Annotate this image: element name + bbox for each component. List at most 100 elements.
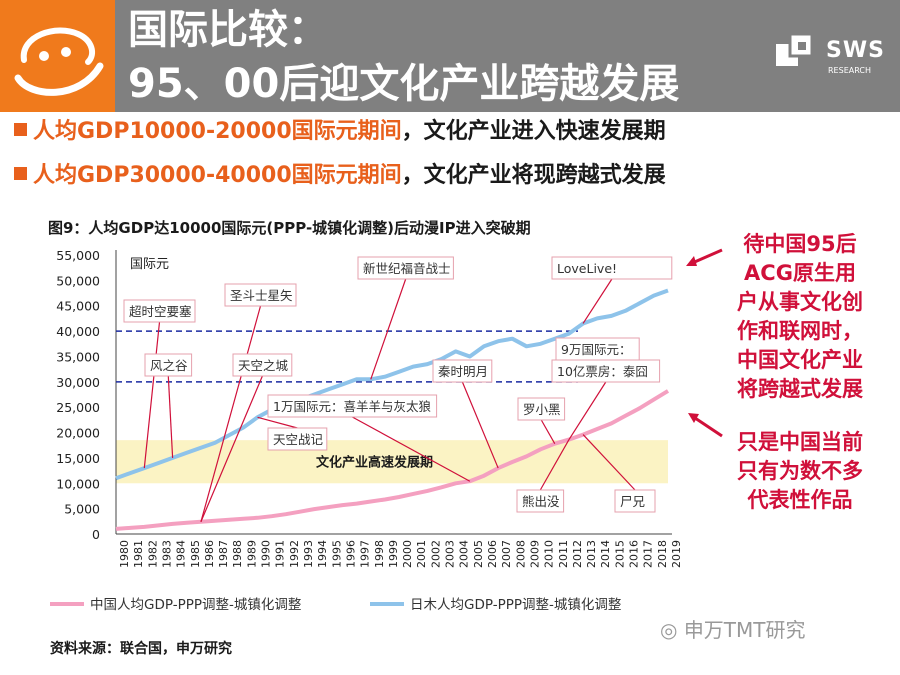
x-tick-label: 2008: [514, 540, 527, 568]
annotation-label: 罗小黑: [523, 402, 561, 417]
annotation-label: 超时空要塞: [129, 304, 192, 319]
y-tick-label: 0: [92, 527, 100, 542]
alibaba-smile-icon: [14, 27, 104, 96]
legend-label-china: 中国人均GDP-PPP调整-城镇化调整: [90, 597, 301, 613]
x-tick-label: 1993: [302, 540, 315, 568]
x-tick-label: 2013: [585, 540, 598, 568]
y-tick-label: 30,000: [56, 375, 100, 390]
sws-logo-subtext: RESEARCH: [828, 66, 871, 75]
annotation-arrow: [461, 381, 499, 469]
legend-label-japan: 日木人均GDP-PPP调整-城镇化调整: [410, 597, 621, 613]
x-tick-label: 2016: [628, 540, 641, 568]
source-note: 资料来源：联合国，申万研究: [50, 641, 232, 657]
wechat-icon: ◎: [660, 618, 684, 642]
annotation-label: 圣斗士星矢: [230, 288, 293, 303]
x-tick-label: 2005: [472, 540, 485, 568]
x-tick-label: 1999: [387, 540, 400, 568]
x-tick-label: 1986: [203, 540, 216, 568]
x-tick-label: 2019: [670, 540, 683, 568]
side-note-1-line: 户从事文化创: [737, 290, 863, 314]
x-tick-label: 1992: [288, 540, 301, 568]
series-line-0: [115, 389, 670, 531]
annotation-label: 1万国际元：喜羊羊与灰太狼: [273, 399, 431, 414]
annotation-box: [551, 359, 661, 383]
annotation-box: [517, 397, 566, 421]
x-tick-label: 1983: [160, 540, 173, 568]
y-tick-label: 35,000: [56, 349, 100, 364]
annotation-box: [551, 256, 673, 280]
annotation-label: LoveLive!: [557, 261, 617, 276]
page-title-line1: 国际比较：: [128, 7, 328, 53]
y-tick-label: 10,000: [56, 476, 100, 491]
x-tick-label: 1991: [274, 540, 287, 568]
side-note-1-line: 待中国95后: [743, 232, 857, 256]
y-tick-label: 50,000: [56, 273, 100, 288]
annotation-arrow: [352, 416, 471, 482]
annotation-box: [224, 283, 297, 307]
header: 国际比较： 95、00后迎文化产业跨越发展 SWS RESEARCH: [0, 0, 900, 112]
bullet-1: 人均GDP10000-20000国际元期间，文化产业进入快速发展期: [14, 118, 666, 146]
x-tick-label: 1997: [359, 540, 372, 568]
annotation-arrow: [143, 321, 161, 469]
alibaba-logo: [0, 0, 115, 112]
x-tick-label: 1984: [175, 540, 188, 568]
page-title-line2: 95、00后迎文化产业跨越发展: [128, 61, 680, 107]
annotation-arrow: [257, 416, 298, 429]
sws-logo-icon: [776, 32, 814, 66]
annotation-box: [267, 394, 438, 418]
annotation-arrow: [582, 278, 613, 324]
y-axis-label: 国际元: [130, 257, 169, 272]
y-tick-label: 40,000: [56, 324, 100, 339]
annotation-label: 熊出没: [522, 494, 560, 509]
annotation-arrow: [167, 375, 174, 458]
x-tick-label: 1980: [118, 540, 131, 568]
annotation-label: 10亿票房：泰囧: [557, 364, 648, 379]
x-tick-label: 2014: [599, 540, 612, 568]
annotation-arrow: [370, 278, 407, 380]
x-tick-label: 1988: [231, 540, 244, 568]
side-note-2: 只是中国当前 只有为数不多 代表性作品: [710, 428, 890, 515]
side-note-2-line: 只有为数不多: [737, 459, 863, 483]
annotation-box: [516, 489, 565, 513]
x-tick-label: 2010: [543, 540, 556, 568]
side-note-1-line: 作和联网时，: [737, 319, 863, 343]
x-tick-label: 1989: [245, 540, 258, 568]
x-tick-label: 2006: [486, 540, 499, 568]
x-tick-label: 2000: [401, 540, 414, 568]
annotation-box: [267, 427, 328, 451]
y-tick-label: 45,000: [56, 299, 100, 314]
x-tick-label: 1981: [132, 540, 145, 568]
x-tick-label: 1994: [316, 540, 329, 568]
side-note-1: 待中国95后 ACG原生用 户从事文化创 作和联网时， 中国文化产业 将跨越式发展: [710, 230, 890, 404]
annotation-arrow: [568, 381, 607, 440]
annotation-arrow: [539, 439, 570, 491]
annotation-label: 风之谷: [150, 358, 188, 373]
sws-logo-text: SWS: [826, 38, 885, 63]
x-tick-label: 2015: [613, 540, 626, 568]
x-tick-label: 1995: [330, 540, 343, 568]
annotation-label: 新世纪福音战士: [363, 261, 451, 276]
figure-title: 图9：人均GDP达10000国际元(PPP-城镇化调整)后动漫IP进入突破期: [48, 219, 531, 237]
x-tick-label: 1998: [373, 540, 386, 568]
annotation-box: [432, 359, 493, 383]
annotation-arrow: [540, 419, 556, 445]
watermark-text: 申万TMT研究: [683, 618, 806, 642]
x-tick-label: 2011: [557, 540, 570, 568]
bullet-square-icon: [14, 167, 27, 180]
x-tick-label: 1985: [189, 540, 202, 568]
side-note-1-line: 将跨越式发展: [737, 377, 863, 401]
annotation-label: 秦时明月: [438, 364, 488, 379]
growth-band-label: 文化产业高速发展期: [316, 455, 433, 471]
series-line-1: [115, 288, 669, 481]
bullet-2: 人均GDP30000-40000国际元期间，文化产业将现跨越式发展: [14, 162, 666, 190]
watermark: ◎ 申万TMT研究: [660, 614, 806, 643]
annotation-label: 9万国际元：: [561, 342, 631, 357]
y-tick-label: 15,000: [56, 451, 100, 466]
y-tick-label: 55,000: [56, 248, 100, 263]
bullet-2-highlight: 人均GDP30000-40000国际元期间: [33, 163, 402, 188]
bullet-1-highlight: 人均GDP10000-20000国际元期间: [33, 119, 402, 144]
bullet-2-rest: ，文化产业将现跨越式发展: [401, 163, 666, 188]
side-note-2-line: 只是中国当前: [737, 430, 863, 454]
annotation-arrow: [200, 375, 263, 523]
